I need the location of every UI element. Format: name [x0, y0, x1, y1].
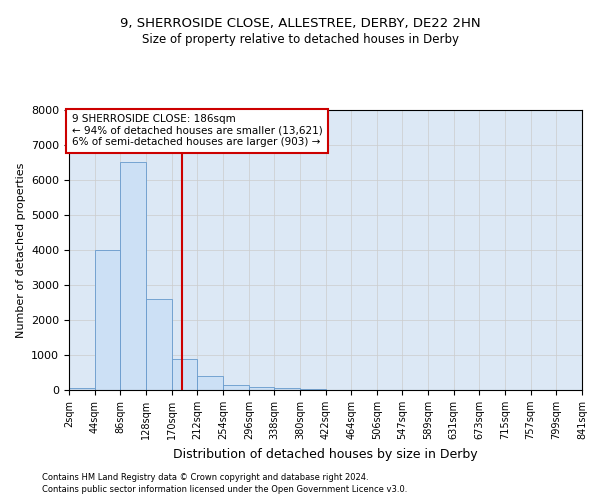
Bar [300, 389, 326, 390]
Bar [69, 388, 95, 390]
Text: Contains public sector information licensed under the Open Government Licence v3: Contains public sector information licen… [42, 485, 407, 494]
Bar [172, 358, 197, 390]
Bar [274, 388, 300, 390]
Bar [197, 376, 223, 390]
Text: Size of property relative to detached houses in Derby: Size of property relative to detached ho… [142, 32, 458, 46]
Bar [95, 250, 121, 390]
Bar [249, 387, 274, 390]
Text: Contains HM Land Registry data © Crown copyright and database right 2024.: Contains HM Land Registry data © Crown c… [42, 472, 368, 482]
Bar [121, 162, 146, 390]
Bar [223, 385, 249, 390]
Y-axis label: Number of detached properties: Number of detached properties [16, 162, 26, 338]
Text: 9, SHERROSIDE CLOSE, ALLESTREE, DERBY, DE22 2HN: 9, SHERROSIDE CLOSE, ALLESTREE, DERBY, D… [119, 18, 481, 30]
Text: 9 SHERROSIDE CLOSE: 186sqm
← 94% of detached houses are smaller (13,621)
6% of s: 9 SHERROSIDE CLOSE: 186sqm ← 94% of deta… [71, 114, 322, 148]
Bar [146, 299, 172, 390]
X-axis label: Distribution of detached houses by size in Derby: Distribution of detached houses by size … [173, 448, 478, 460]
